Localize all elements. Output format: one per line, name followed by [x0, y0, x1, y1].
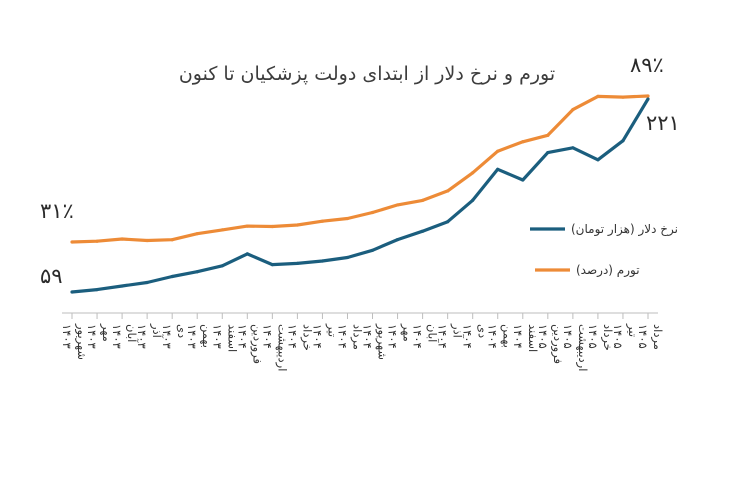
point-dollar: [270, 262, 274, 267]
point-inflation: [145, 238, 149, 243]
x-tick-label: اردیبهشت۱۴۰۵: [561, 324, 590, 371]
point-inflation: [621, 95, 625, 99]
x-tick-label: آذر۱۴۰۴: [436, 323, 465, 349]
x-tick-label: شهریور۱۴۰۳: [60, 323, 89, 360]
x-axis-tick-labels: شهریور۱۴۰۳ مهر۱۴۰۳ آبان۱۴۰۳ آذر۱۴۰۳ دی۱۴۰۳ به…: [60, 323, 665, 371]
x-tick-label: آبان۱۴۰۴: [411, 324, 440, 349]
x-tick-label: دی۱۴۰۴: [461, 324, 490, 349]
x-tick-label: خرداد۱۴۰۵: [586, 324, 615, 351]
series-line-dollar: [71, 98, 650, 294]
legend-label-dollar: نرخ دلار (هزار تومان): [571, 222, 678, 237]
point-inflation: [370, 210, 375, 215]
point-inflation: [295, 223, 299, 227]
point-inflation: [270, 224, 274, 229]
point-inflation: [345, 216, 350, 221]
point-dollar: [120, 284, 124, 288]
point-dollar: [295, 261, 299, 266]
point-inflation: [220, 228, 224, 232]
point-dollar: [521, 178, 525, 182]
point-dollar: [345, 255, 350, 260]
point-dollar: [596, 158, 600, 162]
x-tick-label: تیر۱۴۰۴: [310, 323, 339, 349]
x-tick-label: اسفند۱۴۰۳: [210, 324, 239, 352]
point-inflation: [571, 108, 575, 112]
point-inflation: [521, 140, 525, 144]
point-dollar: [195, 270, 199, 274]
x-tick-label: مهر۱۴۰۳: [85, 323, 114, 349]
x-tick-label: مرداد۱۴۰۵: [636, 324, 665, 350]
x-tick-label: شهریور۱۴۰۴: [361, 323, 390, 360]
legend-label-inflation: تورم (درصد): [576, 263, 640, 278]
point-dollar: [220, 264, 224, 268]
x-axis-ticks: [71, 313, 649, 319]
x-tick-label: مرداد۱۴۰۴: [335, 324, 364, 350]
x-tick-label: مهر۱۴۰۴: [386, 323, 415, 349]
point-inflation: [195, 232, 199, 236]
point-dollar: [145, 280, 149, 285]
point-dollar: [571, 146, 575, 150]
point-dollar: [471, 198, 475, 202]
x-tick-label: بهمن۱۴۰۳: [185, 324, 214, 349]
point-dollar: [621, 139, 625, 143]
x-tick-label: فروردین۱۴۰۴: [235, 324, 264, 364]
point-dollar: [70, 290, 74, 294]
point-inflation: [395, 203, 400, 207]
x-tick-label: فروردین۱۴۰۵: [536, 324, 565, 364]
point-inflation: [170, 238, 174, 242]
point-dollar: [170, 274, 174, 279]
x-tick-label: آذر۱۴۰۳: [135, 323, 164, 349]
data-points: [70, 94, 650, 294]
point-inflation: [546, 133, 550, 137]
inflation-end-label: ۸۹٪: [630, 53, 664, 77]
x-tick-label: اسفند۱۴۰۴: [511, 324, 540, 352]
x-tick-label: بهمن۱۴۰۴: [486, 324, 515, 349]
point-inflation: [421, 198, 425, 202]
x-tick-label: خرداد۱۴۰۴: [285, 324, 314, 351]
point-inflation: [245, 224, 249, 228]
point-dollar: [245, 252, 249, 256]
dollar-end-label: ۲۲۱: [646, 111, 680, 135]
x-tick-label: دی۱۴۰۳: [160, 324, 189, 349]
inflation-start-label: ۳۱٪: [40, 199, 74, 223]
point-inflation: [120, 237, 124, 241]
point-inflation: [320, 219, 325, 223]
point-inflation: [95, 239, 99, 243]
point-dollar: [421, 229, 425, 233]
point-dollar: [496, 167, 500, 171]
point-inflation: [646, 94, 650, 98]
x-tick-label: آبان۱۴۰۳: [110, 324, 139, 349]
point-inflation: [471, 171, 475, 175]
x-tick-label: اردیبهشت۱۴۰۴: [260, 324, 289, 371]
point-dollar: [395, 237, 400, 242]
point-inflation: [70, 240, 74, 244]
point-dollar: [320, 259, 325, 263]
legend: نرخ دلار (هزار تومان) تورم (درصد): [530, 222, 678, 278]
point-dollar: [546, 151, 550, 155]
point-dollar: [370, 248, 375, 252]
dollar-start-label: ۵۹: [40, 264, 63, 288]
x-tick-label: تیر۱۴۰۵: [611, 323, 640, 349]
chart-title: تورم و نرخ دلار از ابتدای دولت پزشکیان ت…: [179, 63, 555, 85]
point-inflation: [446, 189, 450, 193]
point-inflation: [496, 149, 500, 153]
point-dollar: [646, 97, 650, 101]
series-line-inflation: [71, 94, 649, 244]
point-dollar: [95, 288, 99, 292]
point-inflation: [596, 94, 600, 98]
point-dollar: [446, 220, 450, 224]
